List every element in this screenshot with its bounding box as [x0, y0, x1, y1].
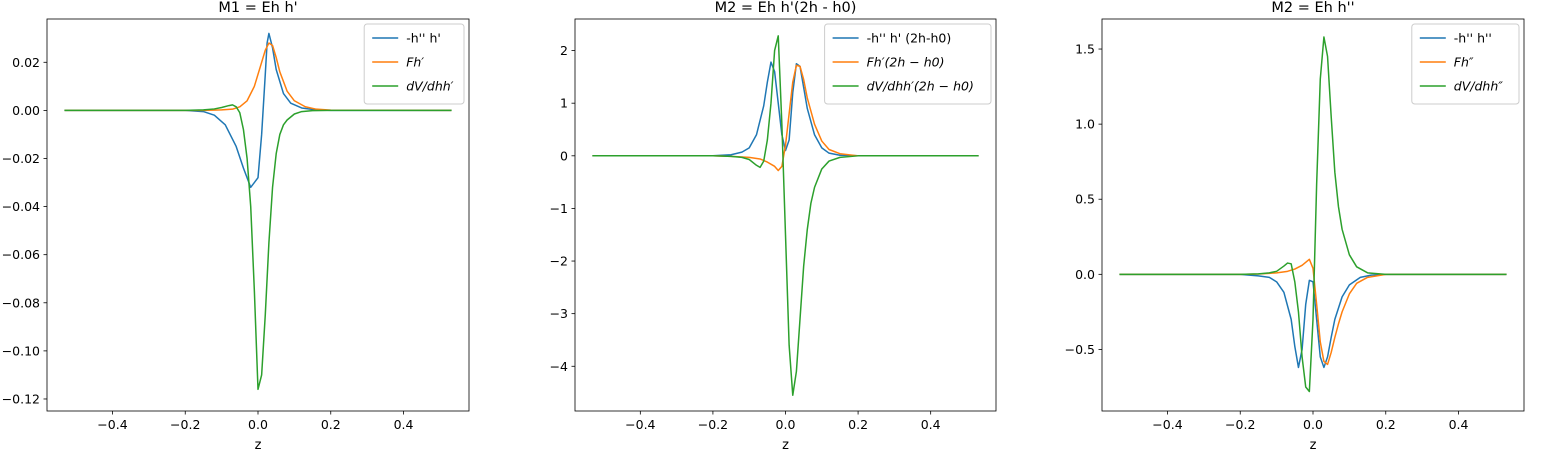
plot-area [592, 35, 979, 396]
x-tick-label: −0.4 [625, 417, 655, 432]
series-line-3 [592, 35, 979, 396]
x-tick-label: 0.4 [921, 417, 941, 432]
plot-area [1119, 36, 1507, 393]
x-tick-label: 0.0 [1303, 417, 1323, 432]
legend-label: Fh″ [1454, 55, 1474, 70]
legend-label: -h'' h'' [1454, 31, 1492, 46]
legend-label: Fh′ [406, 55, 424, 70]
legend-box [363, 23, 465, 105]
y-tick-label: −0.06 [2, 247, 40, 262]
x-tick-label: −0.2 [1225, 417, 1255, 432]
x-tick-label: −0.4 [97, 417, 127, 432]
plot-area [64, 32, 452, 391]
chart-panel-3: M2 = Eh h'' −0.4 −0.2 0.0 0.2 0.4 1.5 1.0 0.5 0.0… [1065, 0, 1525, 450]
y-tick-label: 0.00 [12, 103, 40, 118]
x-tick-label: 0.2 [848, 417, 868, 432]
x-axis-label: z [782, 438, 789, 450]
y-tick-label: −0.08 [2, 295, 40, 310]
series-line-1 [64, 32, 452, 189]
chart-panel-2: M2 = Eh h'(2h - h0) −0.4 −0.2 0.0 0.2 0.4 2 1 0 −… [550, 0, 997, 450]
y-tick-label: 1.0 [1075, 117, 1095, 132]
legend-label: dV/dhh′(2h − h0) [867, 79, 974, 94]
legend: -h'' h'' Fh″ dV/dhh″ [1411, 23, 1520, 105]
y-tick-label: −1 [550, 201, 568, 216]
series-line-3 [64, 104, 452, 391]
y-tick-label: 2 [560, 43, 568, 58]
legend-label: -h'' h' [406, 31, 441, 46]
legend: -h'' h' Fh′ dV/dhh′ [363, 23, 465, 105]
series-line-2 [1119, 258, 1507, 366]
x-tick-label: 0.0 [248, 417, 268, 432]
x-tick-label: 0.4 [394, 417, 414, 432]
legend-label: dV/dhh″ [1454, 79, 1503, 94]
x-tick-label: 0.4 [1449, 417, 1469, 432]
legend-label: dV/dhh′ [406, 79, 453, 94]
y-tick-label: 0.0 [1075, 267, 1095, 282]
series-line-3 [1119, 36, 1507, 393]
chart-panel-1: M1 = Eh h' −0.4 −0.2 0.0 0.2 0.4 0.02 0.00 −0.02… [2, 0, 470, 450]
legend: -h'' h' (2h-h0) Fh′(2h − h0) dV/dhh′(2h − … [824, 23, 992, 105]
chart-title: M2 = Eh h'' [1271, 0, 1354, 16]
y-tick-label: 1 [560, 96, 568, 111]
y-tick-label: 1.5 [1075, 42, 1095, 57]
x-tick-label: 0.2 [1376, 417, 1396, 432]
legend-label: Fh′(2h − h0) [867, 55, 945, 70]
x-axis-label: z [1310, 438, 1317, 450]
y-tick-label: 0 [560, 148, 568, 163]
series-line-2 [592, 64, 979, 172]
series-line-1 [592, 61, 979, 157]
chart-title: M1 = Eh h' [218, 0, 297, 16]
x-tick-label: −0.2 [170, 417, 200, 432]
y-tick-label: −4 [550, 359, 568, 374]
chart-title: M2 = Eh h'(2h - h0) [715, 0, 857, 16]
x-axis-label: z [255, 438, 262, 450]
y-tick-label: −2 [550, 254, 568, 269]
y-tick-label: −0.5 [1065, 342, 1095, 357]
legend-box [824, 23, 992, 105]
x-tick-label: 0.0 [776, 417, 796, 432]
y-tick-label: 0.5 [1075, 192, 1095, 207]
x-tick-label: 0.2 [321, 417, 341, 432]
y-tick-label: −0.04 [2, 199, 40, 214]
series-line-2 [64, 42, 452, 112]
y-tick-label: −0.10 [2, 343, 40, 358]
y-tick-label: −3 [550, 306, 568, 321]
y-tick-label: −0.02 [2, 151, 40, 166]
x-tick-label: −0.2 [698, 417, 728, 432]
x-tick-label: −0.4 [1152, 417, 1182, 432]
y-tick-label: 0.02 [12, 55, 40, 70]
legend-label: -h'' h' (2h-h0) [867, 31, 952, 46]
y-tick-label: −0.12 [2, 391, 40, 406]
legend-box [1411, 23, 1520, 105]
series-line-1 [1119, 273, 1507, 369]
